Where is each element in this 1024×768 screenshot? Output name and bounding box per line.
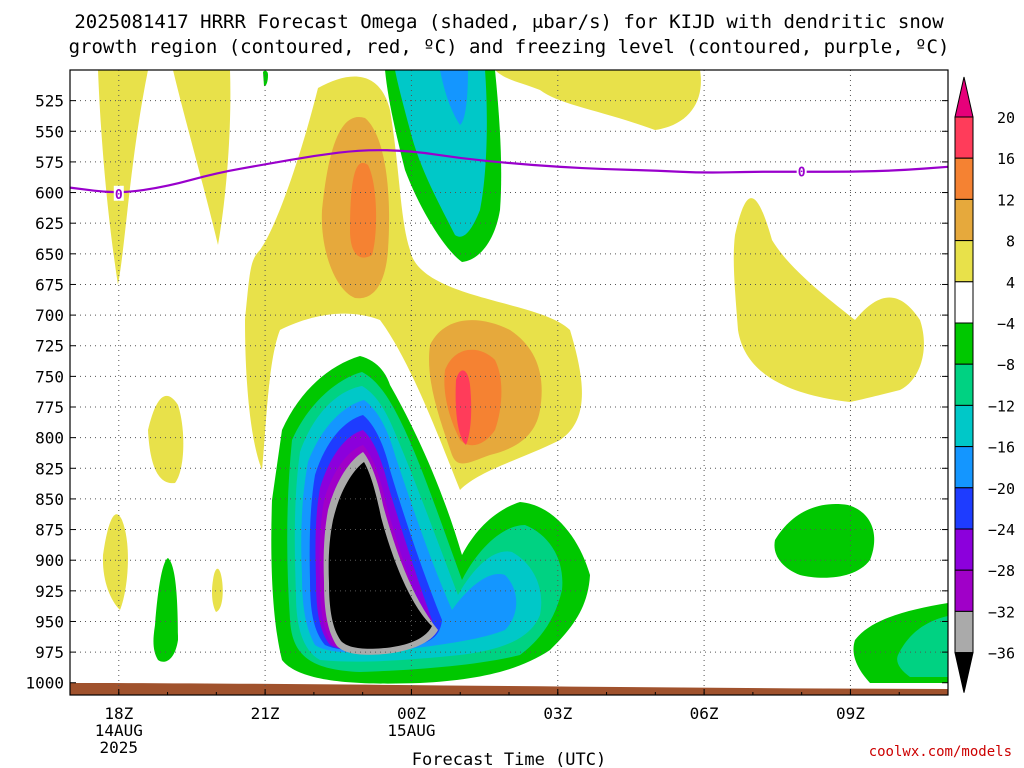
colorbar-cell — [954, 610, 974, 654]
y-tick-label: 900 — [35, 551, 64, 570]
colorbar-bottom-arrow — [954, 652, 974, 693]
colorbar-label: −28 — [988, 562, 1015, 580]
omega-region-neg-small1 — [153, 558, 178, 662]
colorbar-cell — [954, 528, 974, 571]
y-tick-label: 575 — [35, 153, 64, 172]
freezing-level-line — [69, 149, 949, 194]
terrain — [70, 683, 948, 695]
colorbar-label: 20 — [997, 109, 1015, 127]
y-tick-label: 525 — [35, 92, 64, 111]
omega-region-positive-small3 — [212, 568, 223, 612]
y-tick-label: 850 — [35, 490, 64, 509]
y-axis: 525 550 575 600 625 650 675 700 725 750 775 800 825 8… — [25, 92, 948, 693]
colorbar-label: −8 — [997, 356, 1015, 374]
x-tick-date: 15AUG — [387, 721, 435, 740]
colorbar-label: 12 — [997, 191, 1015, 209]
omega-shading — [98, 70, 948, 684]
x-tick-label: 09Z — [836, 704, 865, 723]
omega-region-neg-small2 — [263, 70, 268, 87]
colorbar-cell — [954, 322, 974, 365]
freezing-label-bg — [113, 185, 124, 201]
colorbar-cell — [954, 281, 974, 324]
freezing-level-labels: 00 — [113, 163, 807, 203]
colorbar-cell — [954, 446, 974, 489]
omega-region-positive-left2 — [173, 70, 231, 245]
grid — [70, 70, 948, 695]
y-tick-label: 800 — [35, 429, 64, 448]
y-tick-label: 1000 — [25, 674, 64, 693]
chart-title-line2: growth region (contoured, red, ºC) and f… — [69, 36, 950, 58]
colorbar-cell — [954, 157, 974, 200]
omega-region-16b — [455, 370, 472, 445]
omega-region-positive-small4 — [262, 349, 271, 391]
y-tick-label: 650 — [35, 245, 64, 264]
y-tick-label: 625 — [35, 214, 64, 233]
colorbar-cell — [954, 198, 974, 242]
colorbar-label: −36 — [988, 645, 1015, 663]
omega-region-12 — [350, 162, 377, 258]
plot-area: 00 — [69, 69, 949, 696]
x-tick-date: 14AUG — [95, 721, 143, 740]
colorbar-label: −20 — [988, 480, 1015, 498]
colorbar-label: 16 — [997, 150, 1015, 168]
y-tick-label: 950 — [35, 612, 64, 631]
y-tick-label: 875 — [35, 521, 64, 540]
y-tick-label: 825 — [35, 459, 64, 478]
colorbar-cell — [954, 240, 974, 283]
chart-title-line1: 2025081417 HRRR Forecast Omega (shaded, … — [74, 11, 944, 33]
omega-region-neg-right2-teal — [897, 616, 948, 677]
freezing-level-label: 0 — [798, 166, 806, 181]
colorbar-label: −24 — [988, 521, 1015, 539]
omega-region-positive-small1 — [148, 395, 184, 484]
omega-region-positive-right — [733, 198, 924, 402]
colorbar-label: −12 — [988, 397, 1015, 415]
colorbar-cell — [954, 116, 974, 159]
y-tick-label: 725 — [35, 337, 64, 356]
omega-region-positive-small2 — [102, 514, 128, 610]
x-axis-label: Forecast Time (UTC) — [412, 750, 606, 768]
x-tick-label: 00Z — [397, 704, 426, 723]
colorbar-cell — [954, 569, 974, 612]
colorbar-label: −32 — [988, 603, 1015, 621]
colorbar-label: −16 — [988, 439, 1015, 457]
credit-text: coolwx.com/models — [869, 744, 1012, 760]
y-tick-label: 975 — [35, 643, 64, 662]
colorbar-label: −4 — [997, 315, 1015, 333]
x-tick-year: 2025 — [100, 738, 139, 757]
freezing-level-label: 0 — [115, 188, 123, 203]
y-tick-label: 775 — [35, 398, 64, 417]
omega-region-positive-left — [98, 70, 148, 285]
colorbar-label: 4 — [1006, 274, 1015, 292]
freezing-label-bg — [796, 163, 807, 179]
omega-region-neg-right1 — [774, 504, 875, 578]
colorbar-cell — [954, 363, 974, 406]
colorbar: 20 16 12 8 4 −4 −8 −12 −16 −20 −24 −28 −32 −36 — [954, 76, 1015, 693]
omega-region-positive-top — [495, 70, 701, 130]
x-tick-label: 03Z — [543, 704, 572, 723]
colorbar-cell — [954, 404, 974, 448]
omega-region-neg-black — [328, 462, 432, 649]
y-tick-label: 675 — [35, 275, 64, 294]
x-tick-label: 18Z — [104, 704, 133, 723]
y-tick-label: 600 — [35, 184, 64, 203]
x-tick-label: 06Z — [690, 704, 719, 723]
x-tick-label: 21Z — [251, 704, 280, 723]
omega-region-neg-top-blue — [440, 70, 468, 125]
y-tick-label: 925 — [35, 582, 64, 601]
y-tick-label: 550 — [35, 122, 64, 141]
y-tick-label: 700 — [35, 306, 64, 325]
y-tick-label: 750 — [35, 367, 64, 386]
colorbar-cell — [954, 487, 974, 530]
colorbar-label: 8 — [1006, 233, 1015, 251]
colorbar-top-arrow — [954, 76, 974, 118]
